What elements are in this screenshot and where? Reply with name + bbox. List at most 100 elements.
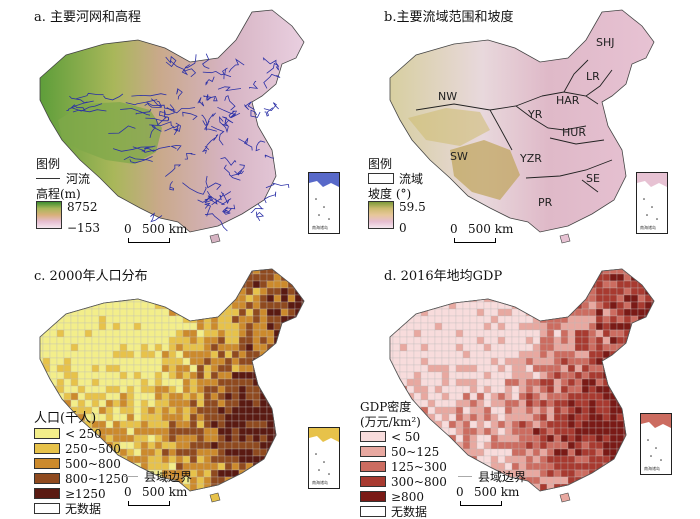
legend-d-classes: < 50 50~125 125~300 300~800 ≥800 无数据 — [360, 429, 447, 518]
south-china-sea-inset-c: 南海诸岛 — [308, 427, 340, 489]
basin-label-sw: SW — [450, 150, 468, 163]
legend-b-basin-label: 流域 — [399, 171, 424, 186]
elev-min-label: −153 — [67, 221, 100, 235]
basin-label-hur: HUR — [562, 126, 586, 139]
legend-a-elev-ramp: 8752 −153 — [36, 200, 107, 235]
legend-a-river-label: 河流 — [66, 171, 91, 186]
basin-label-shj: SHJ — [596, 36, 615, 49]
legend-d: GDP密度 (万元/km²) < 50 50~125 125~300 300~800 ≥… — [360, 399, 447, 518]
basin-label-se: SE — [586, 172, 600, 185]
legend-c-label-3: 800~1250 — [65, 471, 129, 486]
legend-c-title: 人口(千人) — [34, 410, 97, 426]
sw-slope-zone — [450, 140, 520, 200]
hainan-island-a — [209, 233, 221, 244]
legend-d-label-3: 300~800 — [391, 474, 447, 489]
scalebar-b: 0 500 km — [450, 222, 544, 246]
legend-c-class-4: ≥1250 — [34, 486, 129, 501]
legend-c-label-5: 无数据 — [65, 501, 102, 516]
legend-d-label-1: 50~125 — [391, 444, 440, 459]
scale-c-zero: 0 — [124, 485, 132, 499]
hainan-island-c — [209, 492, 221, 503]
inset-b-caption: 南海诸岛 — [640, 225, 656, 230]
river-network — [66, 53, 290, 232]
scale-a-bar — [128, 238, 170, 243]
south-china-sea-inset-d: 南海诸岛 — [640, 413, 672, 475]
legend-d-class-2: 125~300 — [360, 459, 447, 474]
legend-c-swatch-3 — [34, 473, 60, 484]
legend-c-label-4: ≥1250 — [65, 486, 106, 501]
legend-c-class-3: 800~1250 — [34, 471, 129, 486]
legend-c-classes: < 250 250~500 500~800 800~1250 ≥1250 无数据 — [34, 426, 129, 516]
panel-b-basins-slope: b.主要流域范围和坡度 SHJ LR NW HAR YR HUR SW YZR … — [350, 0, 700, 259]
china-outline-a — [39, 9, 305, 233]
elevation-color-ramp — [36, 201, 62, 229]
legend-a: 图例 河流 高程(m) 8752 −153 — [36, 156, 107, 235]
boundary-line-symbol-c — [124, 476, 138, 477]
basin-label-yr: YR — [528, 108, 543, 121]
legend-c-boundary: 县域边界 — [124, 469, 192, 484]
legend-d-label-2: 125~300 — [391, 459, 447, 474]
legend-d-boundary-label: 县域边界 — [478, 469, 527, 484]
basin-label-pr: PR — [538, 196, 553, 209]
legend-c: 人口(千人) < 250 250~500 500~800 800~1250 ≥1250 无… — [34, 411, 129, 516]
legend-c-swatch-4 — [34, 488, 60, 499]
south-china-sea-inset-a: 南海诸岛 — [308, 172, 340, 234]
legend-d-title-2: (万元/km²) — [360, 414, 421, 429]
basin-label-nw: NW — [438, 90, 458, 103]
scale-b-bar — [454, 238, 496, 243]
legend-d-swatch-2 — [360, 461, 386, 472]
legend-d-class-1: 50~125 — [360, 444, 447, 459]
legend-a-river: 河流 — [36, 171, 107, 186]
scale-b-zero: 0 — [450, 222, 458, 236]
tibet-slope-zone — [408, 108, 490, 146]
basin-label-lr: LR — [586, 70, 600, 83]
panel-d-gdp-density: d. 2016年地均GDP GDP密度 (万元/km²) < 50 50~125 1… — [350, 259, 700, 518]
legend-c-boundary-label: 县域边界 — [144, 469, 193, 484]
legend-d-class-5: 无数据 — [360, 504, 447, 518]
map-b — [389, 9, 655, 244]
legend-a-elev-title: 高程(m) — [36, 186, 81, 201]
legend-c-swatch-5 — [34, 503, 60, 514]
scale-a-zero: 0 — [124, 222, 132, 236]
legend-d-swatch-4 — [360, 491, 386, 502]
legend-a-title: 图例 — [36, 156, 61, 171]
basin-label-yzr: YZR — [520, 152, 542, 165]
scale-d-label: 500 km — [474, 485, 520, 499]
south-china-sea-inset-b: 南海诸岛 — [636, 172, 668, 234]
legend-d-class-0: < 50 — [360, 429, 447, 444]
panel-a-rivers-elevation: a. 主要河网和高程 图例 河流 高程(m) 8752 −153 0 500 k… — [0, 0, 350, 259]
legend-b-slope-ramp: 59.5 0 — [368, 200, 439, 235]
legend-d-swatch-0 — [360, 431, 386, 442]
legend-c-class-5: 无数据 — [34, 501, 129, 516]
scale-c-label: 500 km — [142, 485, 188, 499]
map-d — [389, 268, 655, 503]
legend-d-swatch-5 — [360, 506, 386, 517]
legend-c-class-2: 500~800 — [34, 456, 129, 471]
legend-c-label-0: < 250 — [65, 426, 102, 441]
legend-d-title-1: GDP密度 — [360, 399, 412, 414]
hainan-island-d — [559, 492, 571, 503]
panel-a-title: a. 主要河网和高程 — [34, 10, 142, 25]
legend-c-swatch-1 — [34, 443, 60, 454]
scale-d-bar — [460, 501, 502, 506]
river-line-symbol — [36, 178, 60, 179]
slope-min-label: 0 — [399, 221, 407, 235]
legend-c-class-1: 250~500 — [34, 441, 129, 456]
basin-box-symbol — [368, 173, 394, 184]
scale-a-label: 500 km — [142, 222, 188, 236]
inset-d-caption: 南海诸岛 — [644, 466, 660, 471]
scale-b-label: 500 km — [468, 222, 514, 236]
inset-a-caption: 南海诸岛 — [312, 225, 328, 230]
hainan-island-b — [559, 233, 571, 244]
panel-c-population: c. 2000年人口分布 人口(千人) < 250 250~500 500~800 8… — [0, 259, 350, 518]
scalebar-a: 0 500 km — [124, 222, 218, 246]
legend-d-class-3: 300~800 — [360, 474, 447, 489]
legend-c-label-2: 500~800 — [65, 456, 121, 471]
legend-d-swatch-3 — [360, 476, 386, 487]
legend-c-swatch-0 — [34, 428, 60, 439]
scalebar-c: 0 500 km — [124, 485, 218, 509]
legend-c-swatch-2 — [34, 458, 60, 469]
slope-color-ramp — [368, 201, 394, 229]
elev-max-label: 8752 — [67, 200, 98, 214]
map-a — [39, 9, 305, 244]
